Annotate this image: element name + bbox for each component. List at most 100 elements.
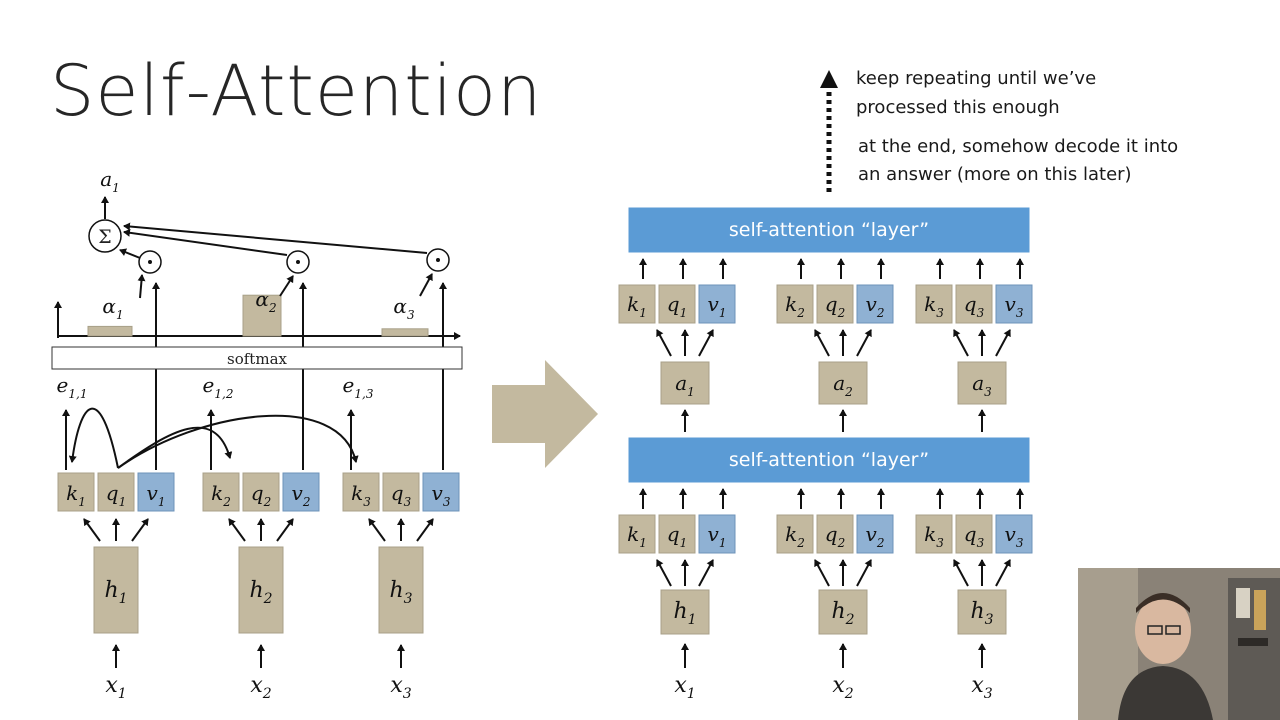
upper-key-label-1: k1	[627, 292, 647, 320]
right-hidden-box-3	[957, 589, 1007, 635]
lower-key-label-3-subscript: 3	[936, 536, 944, 550]
query-label-1-symbol: q	[106, 481, 119, 505]
alpha-label-1: α1	[102, 294, 123, 322]
lower-query-label-3-symbol: q	[964, 522, 977, 546]
lower-value-box-2	[856, 514, 894, 554]
query-label-2-subscript: 2	[263, 495, 272, 509]
score-label-1-symbol: e	[57, 373, 69, 397]
lower-fan-right-3	[995, 559, 1011, 587]
lower-value-label-2-subscript: 2	[876, 536, 885, 550]
lower-key-box-2	[776, 514, 814, 554]
hidden-box-3	[378, 546, 424, 634]
right-hidden-label-3: h3	[970, 599, 993, 628]
lower-query-label-3: q3	[964, 522, 985, 550]
right-hidden-label-3-symbol: h	[970, 599, 984, 624]
right-hidden-label-2: h2	[831, 599, 854, 628]
score-label-1-subscript: 1,1	[68, 387, 87, 401]
alpha-label-3: α3	[393, 294, 415, 322]
repeat-arrow-head	[820, 70, 838, 88]
right-input-label-1-symbol: x	[674, 673, 687, 698]
lower-query-label-2: q2	[825, 522, 845, 550]
arrow-h-to-k-2	[228, 518, 246, 542]
key-box-3	[342, 472, 380, 512]
alpha-label-2: α2	[255, 287, 276, 315]
upper-query-label-3-symbol: q	[964, 292, 977, 316]
attention-output-box-1	[660, 361, 710, 405]
score-label-2: e1,2	[203, 373, 234, 401]
lower-value-box-1	[698, 514, 736, 554]
key-box-1	[57, 472, 95, 512]
upper-value-box-2	[856, 284, 894, 324]
lower-query-label-2-symbol: q	[825, 522, 838, 546]
arrow-alpha-to-dot-1	[137, 274, 146, 299]
lower-key-label-2-subscript: 2	[796, 536, 805, 550]
note-decode-line-1: at the end, somehow decode it into	[858, 136, 1178, 157]
query-label-1: q1	[106, 481, 126, 509]
hidden-box-2	[238, 546, 284, 634]
value-label-2-symbol: v	[292, 481, 304, 505]
lower-fan-right-2	[856, 559, 872, 587]
value-label-1: v1	[147, 481, 166, 509]
note-decode-line-2: an answer (more on this later)	[858, 164, 1132, 185]
right-hidden-label-2-subscript: 2	[845, 612, 855, 628]
lower-query-box-1	[658, 514, 696, 554]
right-input-label-2-symbol: x	[832, 673, 845, 698]
sum-symbol: Σ	[98, 226, 111, 248]
right-hidden-label-1-symbol: h	[673, 599, 687, 624]
arrow-dot3-to-sum	[123, 222, 428, 254]
upper-fan-left-3	[953, 329, 969, 357]
lower-value-label-1-symbol: v	[708, 522, 720, 546]
query-to-key2-curve	[117, 426, 233, 469]
hidden-label-3: h3	[389, 578, 412, 607]
right-input-label-3: x3	[971, 673, 992, 702]
note-repeat-line-2: processed this enough	[856, 97, 1060, 118]
score-label-3: e1,3	[343, 373, 374, 401]
upper-query-label-2-subscript: 2	[837, 306, 846, 320]
upper-key-label-1-symbol: k	[627, 292, 639, 316]
dot-product-symbol-1	[148, 260, 152, 264]
lower-value-box-3	[995, 514, 1033, 554]
presenter-webcam	[1078, 568, 1280, 720]
upper-key-box-3	[915, 284, 953, 324]
right-hidden-box-1	[660, 589, 710, 635]
layer-label-top: self-attention “layer”	[729, 219, 929, 241]
upper-query-label-3: q3	[964, 292, 985, 320]
lower-query-box-2	[816, 514, 854, 554]
value-box-2	[282, 472, 320, 512]
upper-fan-right-1	[698, 329, 714, 357]
upper-key-box-2	[776, 284, 814, 324]
sum-node	[88, 219, 122, 253]
hidden-label-3-subscript: 3	[404, 591, 413, 607]
upper-value-box-1	[698, 284, 736, 324]
page-title: Self-Attention	[50, 50, 543, 132]
output-label-symbol: a	[100, 167, 112, 191]
input-label-2: x2	[250, 673, 271, 702]
attention-output-label-1-symbol: a	[675, 371, 687, 395]
score-label-2-subscript: 1,2	[214, 387, 233, 401]
right-hidden-label-2-symbol: h	[831, 599, 845, 624]
lower-query-label-1-subscript: 1	[680, 536, 688, 550]
lower-key-label-1-symbol: k	[627, 522, 639, 546]
upper-fan-left-2	[814, 329, 830, 357]
alpha-bar-1	[87, 325, 133, 337]
upper-fan-right-3	[995, 329, 1011, 357]
hidden-label-3-symbol: h	[389, 578, 403, 603]
output-label: a1	[100, 167, 120, 195]
upper-query-label-1: q1	[667, 292, 687, 320]
upper-key-label-3: k3	[924, 292, 944, 320]
lower-key-label-1: k1	[627, 522, 647, 550]
upper-query-box-1	[658, 284, 696, 324]
dot-product-symbol-3	[436, 258, 440, 262]
query-label-1-subscript: 1	[119, 495, 127, 509]
output-label-subscript: 1	[112, 181, 120, 195]
upper-query-box-2	[816, 284, 854, 324]
attention-output-label-1-subscript: 1	[687, 385, 695, 399]
lower-key-label-2-symbol: k	[785, 522, 797, 546]
lower-query-label-3-subscript: 3	[977, 536, 985, 550]
right-input-label-2: x2	[832, 673, 853, 702]
value-label-2-subscript: 2	[302, 495, 311, 509]
attention-output-label-2-symbol: a	[833, 371, 845, 395]
big-arrow-shape	[492, 360, 598, 468]
key-label-2-symbol: k	[211, 481, 223, 505]
